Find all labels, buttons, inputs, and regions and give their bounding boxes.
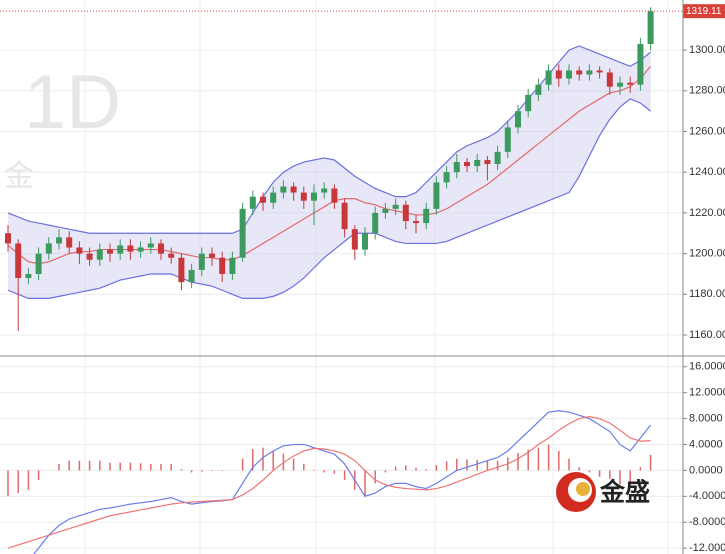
y-tick-label: 4.0000 xyxy=(689,438,723,450)
candle-body xyxy=(362,233,368,250)
candle-body xyxy=(280,186,287,193)
candle-body xyxy=(464,162,470,167)
candle-body xyxy=(66,237,73,248)
candle-body xyxy=(627,82,634,85)
candle-body xyxy=(209,253,215,258)
candle-body xyxy=(137,247,144,252)
candle-body xyxy=(56,237,62,244)
candle-body xyxy=(270,192,277,203)
candle-body xyxy=(606,72,613,87)
logo: 金盛 xyxy=(556,472,650,512)
candle-body xyxy=(392,204,399,209)
candle-body xyxy=(321,188,328,193)
logo-text: 金盛 xyxy=(599,478,650,507)
candle-body xyxy=(474,159,481,167)
y-tick-label: -8.0000 xyxy=(689,516,725,528)
candle-body xyxy=(168,253,175,258)
axes: 1160.00 1180.00 1200.00 1220.00 1240.00 1260.… xyxy=(0,4,725,554)
candle-body xyxy=(402,204,409,222)
candle-body xyxy=(15,243,22,279)
candle-body xyxy=(198,253,205,270)
band-line xyxy=(7,45,651,234)
candle-body xyxy=(331,188,338,203)
candle-body xyxy=(555,70,562,79)
candle-body xyxy=(494,151,501,165)
candle-body xyxy=(188,269,195,283)
watermark-sub: 金 xyxy=(4,160,34,193)
candle-body xyxy=(107,249,113,254)
candle-body xyxy=(117,245,124,254)
candle-body xyxy=(545,70,552,85)
candle-body xyxy=(382,208,389,213)
candle-body xyxy=(525,94,532,112)
y-tick-label: 8.0000 xyxy=(689,412,723,424)
candle-body xyxy=(586,70,593,75)
y-tick-label: 16.0000 xyxy=(689,361,725,373)
band-line xyxy=(7,65,652,265)
candle-body xyxy=(239,208,246,258)
candle-body xyxy=(413,221,419,224)
y-tick-label: 1280.00 xyxy=(689,85,725,97)
candle-body xyxy=(5,233,11,244)
y-tick-label: 1200.00 xyxy=(689,248,725,260)
candle-body xyxy=(178,257,185,283)
y-tick-label: 0.0000 xyxy=(689,464,723,476)
y-tick-label: 1180.00 xyxy=(689,288,725,300)
candle-body xyxy=(260,196,266,203)
candle-body xyxy=(617,82,623,87)
candle-body xyxy=(576,70,583,75)
y-tick-label: -12.0000 xyxy=(689,542,725,554)
candle-body xyxy=(443,172,450,183)
y-tick-label: 1160.00 xyxy=(689,329,725,341)
candle-body xyxy=(76,247,83,254)
band-area xyxy=(8,46,651,299)
candle-body xyxy=(637,43,644,85)
candle-body xyxy=(423,208,430,224)
y-tick-label: 1300.00 xyxy=(689,44,725,56)
candle-body xyxy=(566,70,572,79)
candle-body xyxy=(311,192,317,201)
candle-body xyxy=(453,162,460,173)
candle-body xyxy=(147,243,154,248)
y-tick-label: 1240.00 xyxy=(689,166,725,178)
last-price-box xyxy=(683,4,725,19)
logo-dot xyxy=(576,482,590,496)
candle-body xyxy=(300,192,307,201)
candle-body xyxy=(25,273,32,279)
candle-body xyxy=(96,249,103,260)
y-tick-label: 12.0000 xyxy=(689,387,725,399)
y-tick-label: 1220.00 xyxy=(689,207,725,219)
candle-body xyxy=(515,111,521,128)
candle-body xyxy=(504,127,511,152)
candle-body xyxy=(535,84,542,95)
candle-body xyxy=(229,257,236,274)
candle-body xyxy=(86,253,93,260)
candle-body xyxy=(351,229,358,250)
candle-body xyxy=(127,245,134,252)
candle-body xyxy=(35,253,42,274)
candle-body xyxy=(45,243,52,254)
candle-body xyxy=(249,196,256,209)
price-plot xyxy=(5,7,654,331)
candle-body xyxy=(158,243,164,254)
last-price-label: 1319.11 xyxy=(686,6,722,17)
candle-body xyxy=(341,202,348,230)
candle-body xyxy=(484,159,491,165)
macd-plot xyxy=(7,410,652,554)
candle-body xyxy=(219,257,226,274)
y-tick-label: -4.0000 xyxy=(689,490,725,502)
candle-body xyxy=(596,70,603,73)
macd-line xyxy=(7,416,651,549)
candle-body xyxy=(647,11,654,44)
y-tick-label: 1260.00 xyxy=(689,125,725,137)
candle-body xyxy=(290,186,297,193)
candle-body xyxy=(372,212,379,234)
candle-body xyxy=(433,182,440,209)
band-line xyxy=(7,98,651,299)
watermark: 1D xyxy=(24,60,121,145)
macd-line xyxy=(33,410,652,554)
